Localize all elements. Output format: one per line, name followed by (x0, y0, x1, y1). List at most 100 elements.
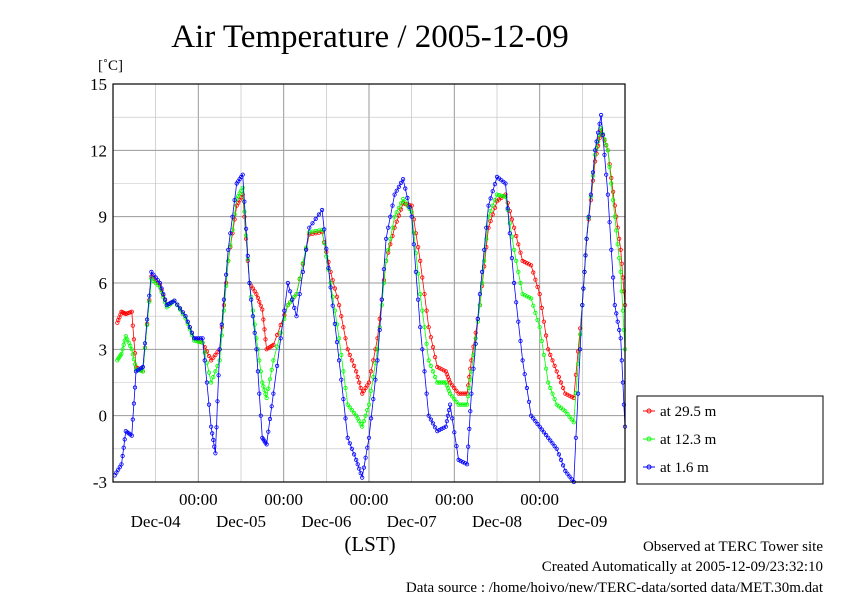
data-point (418, 325, 423, 330)
data-point (424, 391, 429, 396)
data-point (129, 347, 134, 352)
data-point (269, 367, 274, 372)
data-point (533, 277, 538, 282)
data-point (132, 362, 138, 367)
data-point (614, 311, 619, 316)
data-point (147, 293, 152, 298)
data-point (194, 336, 199, 341)
data-point (503, 194, 508, 199)
data-point (539, 338, 544, 344)
data-point (155, 283, 160, 288)
data-point (567, 474, 572, 479)
data-point (371, 358, 376, 363)
data-point (258, 369, 263, 374)
data-point (458, 402, 463, 407)
data-point (482, 247, 487, 252)
data-point (262, 327, 267, 332)
legend-marker (646, 436, 652, 442)
data-point (297, 291, 302, 297)
data-point (452, 430, 457, 435)
data-point (428, 363, 433, 368)
data-point (426, 413, 431, 418)
data-point (516, 242, 521, 247)
data-point (177, 306, 183, 311)
data-point (261, 384, 266, 389)
data-point (479, 269, 485, 274)
data-point (254, 291, 259, 297)
data-point (411, 242, 416, 247)
data-point (586, 214, 591, 219)
data-point (560, 385, 566, 391)
data-point (528, 263, 534, 268)
data-point (578, 332, 583, 337)
data-point (345, 347, 350, 352)
data-point (537, 325, 542, 330)
data-point (345, 435, 350, 440)
data-point (558, 457, 564, 462)
data-point (424, 341, 429, 346)
data-point (155, 278, 160, 283)
data-point (617, 255, 622, 261)
data-point (499, 193, 504, 198)
data-point (361, 419, 366, 424)
data-point (600, 132, 605, 137)
data-point (151, 272, 156, 277)
data-point (347, 352, 352, 357)
data-point (563, 409, 568, 414)
data-point (210, 431, 215, 436)
data-point (473, 341, 478, 346)
data-point (175, 302, 180, 307)
data-point (196, 336, 201, 341)
data-point (332, 321, 337, 326)
data-point (267, 416, 273, 422)
data-point (437, 427, 442, 433)
data-point (213, 369, 218, 374)
legend-label: at 1.6 m (660, 460, 709, 476)
y-tick-label: 3 (99, 340, 108, 359)
data-point (441, 368, 446, 373)
data-point (444, 419, 449, 424)
plot-frame (112, 83, 626, 483)
data-point (363, 413, 368, 418)
data-point (128, 343, 133, 349)
data-point (211, 355, 216, 360)
data-point (257, 358, 262, 363)
legend-label: at 29.5 m (660, 404, 717, 420)
data-point (454, 388, 459, 393)
data-point (467, 385, 472, 391)
data-point (580, 302, 585, 308)
data-point (361, 465, 366, 470)
data-point (183, 314, 188, 319)
data-point (313, 216, 318, 221)
data-point (484, 225, 489, 230)
data-point (531, 416, 536, 421)
data-point (578, 347, 583, 352)
data-point (467, 426, 472, 431)
data-point (552, 443, 557, 449)
data-point (345, 402, 350, 407)
y-tick-label: 12 (90, 141, 107, 160)
data-point (609, 247, 614, 252)
data-point (610, 189, 616, 194)
data-point (336, 336, 342, 341)
data-point (349, 358, 354, 363)
data-point (447, 391, 453, 396)
data-point (403, 186, 408, 191)
data-point (163, 297, 168, 302)
data-point (221, 308, 226, 313)
data-point (621, 402, 627, 407)
data-point (365, 445, 370, 450)
legend-label: at 12.3 m (660, 432, 717, 448)
data-point (232, 217, 237, 222)
data-point (452, 396, 457, 402)
data-point (541, 352, 547, 357)
data-point (388, 236, 393, 241)
legend: at 29.5 m at 12.3 m at 1.6 m (636, 395, 824, 485)
data-point (524, 260, 530, 266)
data-point (565, 392, 570, 397)
data-point (330, 303, 335, 308)
data-point (537, 291, 542, 297)
data-point (192, 336, 197, 341)
data-point (140, 364, 145, 370)
data-point (257, 391, 262, 396)
